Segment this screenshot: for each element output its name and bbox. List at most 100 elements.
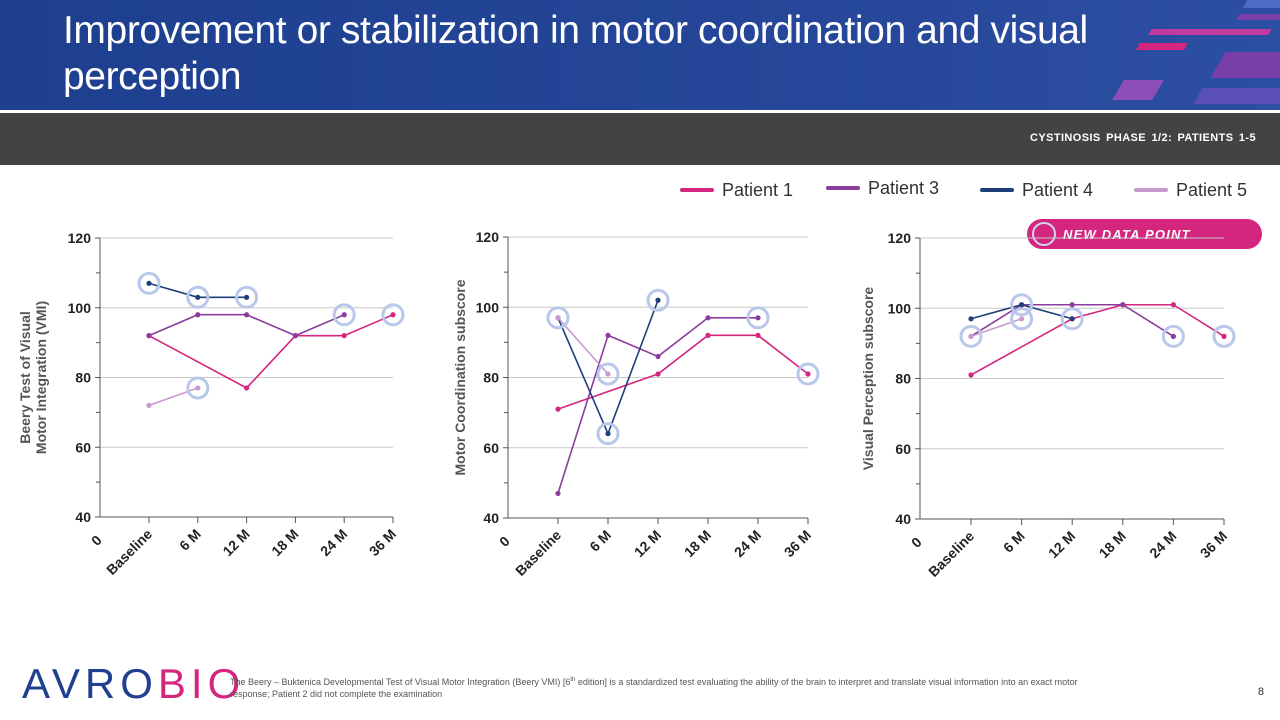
x-tick-label: 24 M xyxy=(731,527,764,560)
new-data-point-marker xyxy=(1161,324,1185,348)
x-tick-label: 18 M xyxy=(1096,528,1129,561)
series-line-patient-4 xyxy=(557,299,659,436)
data-point xyxy=(968,316,974,322)
y-tick-label: 120 xyxy=(68,230,92,246)
legend-item-patient-3: Patient 3 xyxy=(826,174,939,202)
data-point xyxy=(605,431,611,437)
x-origin-label: 0 xyxy=(908,534,925,551)
legend-label: Patient 4 xyxy=(1022,179,1094,200)
data-point xyxy=(968,372,974,378)
legend-swatch xyxy=(1134,188,1168,192)
data-point xyxy=(755,332,761,338)
chart-panel-2: 40 60 80 100 120 0 Baseline 6 M 12 M 18 M 24 M 36 M… xyxy=(452,229,820,579)
new-data-point-marker xyxy=(796,362,820,386)
x-tick-label: 24 M xyxy=(1146,528,1179,561)
logo-accent-text: BIO xyxy=(157,660,246,707)
footnote-superscript: th xyxy=(570,677,576,683)
data-point xyxy=(1170,302,1176,308)
y-tick-label: 40 xyxy=(895,511,911,527)
x-origin-label: 0 xyxy=(496,533,513,550)
data-point xyxy=(555,315,561,321)
data-point xyxy=(655,297,661,303)
chart-legend: Patient 1 Patient 3 Patient 4 Patient 5 xyxy=(0,176,1280,206)
logo-main-text: AVRO xyxy=(22,660,158,707)
new-data-point-marker xyxy=(186,285,210,309)
data-point xyxy=(1221,333,1227,339)
x-origin-label: 0 xyxy=(88,532,105,549)
new-data-point-marker xyxy=(646,288,670,312)
data-point xyxy=(195,385,201,391)
page-subtitle: CYSTINOSIS PHASE 1/2: PATIENTS 1-5 xyxy=(1030,132,1256,144)
data-point xyxy=(1170,333,1176,339)
y-tick-label: 100 xyxy=(68,300,92,316)
data-point xyxy=(146,333,152,339)
footnote-text-end: edition] is a standardized test evaluati… xyxy=(230,677,1078,699)
y-axis-title: Motor Integration (VMI) xyxy=(33,301,49,454)
data-point xyxy=(968,333,974,339)
legend-swatch xyxy=(680,188,714,192)
new-data-point-marker xyxy=(596,422,620,446)
y-tick-label: 100 xyxy=(476,299,500,315)
data-point xyxy=(195,294,201,300)
new-data-point-marker xyxy=(186,376,210,400)
data-point xyxy=(1019,316,1025,322)
data-point xyxy=(1069,302,1075,308)
legend-label: Patient 5 xyxy=(1176,179,1248,200)
new-data-point-marker xyxy=(235,285,259,309)
data-point xyxy=(705,315,711,321)
company-logo: AVROBIO xyxy=(22,660,245,708)
footnote-text-start: The Beery – Buktenica Developmental Test… xyxy=(230,677,571,687)
new-data-point-marker xyxy=(1060,307,1084,331)
page-number: 8 xyxy=(1257,686,1264,698)
badge-circle-icon xyxy=(1032,222,1056,246)
series-line-patient-3 xyxy=(557,316,758,494)
data-point xyxy=(555,406,561,412)
series-line-patient-1 xyxy=(970,303,1225,376)
x-tick-label: 12 M xyxy=(1045,528,1078,561)
new-data-point-marker xyxy=(1010,293,1034,317)
data-point xyxy=(195,312,201,318)
x-tick-label: Baseline xyxy=(925,528,977,580)
legend-item-patient-4: Patient 4 xyxy=(980,176,1093,204)
y-tick-label: 40 xyxy=(483,510,499,526)
x-tick-label: 18 M xyxy=(681,527,714,560)
header-banner: Improvement or stabilization in motor co… xyxy=(0,0,1280,110)
data-point xyxy=(390,312,396,318)
y-tick-label: 100 xyxy=(888,300,912,316)
new-data-point-marker xyxy=(1010,307,1034,331)
series-line-patient-5 xyxy=(557,317,609,375)
y-tick-label: 80 xyxy=(75,370,91,386)
data-point xyxy=(655,371,661,377)
data-point xyxy=(341,333,347,339)
data-point xyxy=(1120,302,1126,308)
y-tick-label: 60 xyxy=(483,440,499,456)
x-tick-label: 6 M xyxy=(176,526,204,554)
x-tick-label: 6 M xyxy=(1000,528,1028,556)
footnote: The Beery – Buktenica Developmental Test… xyxy=(230,674,1090,700)
new-data-point-marker xyxy=(959,324,983,348)
x-tick-label: 36 M xyxy=(781,527,814,560)
new-data-point-marker xyxy=(381,303,405,327)
x-tick-label: 18 M xyxy=(268,526,301,559)
new-data-point-marker xyxy=(746,306,770,330)
data-point xyxy=(755,315,761,321)
data-point xyxy=(705,332,711,338)
x-tick-label: 6 M xyxy=(586,527,614,555)
x-tick-label: Baseline xyxy=(103,526,155,578)
y-tick-label: 80 xyxy=(895,371,911,387)
data-point xyxy=(146,402,152,408)
data-point xyxy=(292,333,298,339)
y-axis-title: Beery Test of Visual xyxy=(17,311,33,444)
legend-label: Patient 1 xyxy=(722,179,794,200)
y-tick-label: 120 xyxy=(476,229,500,245)
x-tick-label: 24 M xyxy=(317,526,350,559)
new-data-point-marker xyxy=(332,303,356,327)
data-point xyxy=(805,371,811,377)
legend-swatch xyxy=(980,188,1014,192)
new-data-point-marker xyxy=(596,362,620,386)
data-point xyxy=(1019,302,1025,308)
chart-panel-3: 40 60 80 100 120 0 Baseline 6 M 12 M 18 M 24 M 36 M… xyxy=(860,230,1236,580)
x-tick-label: 36 M xyxy=(366,526,399,559)
